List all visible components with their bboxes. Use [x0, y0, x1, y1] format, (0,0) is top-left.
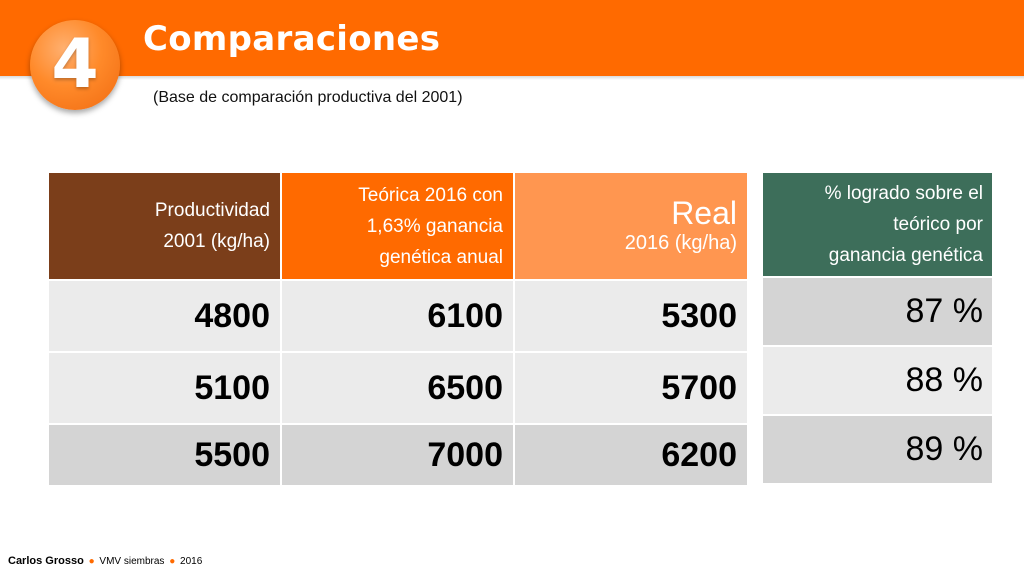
footer-dot-icon: ● [88, 556, 95, 567]
table-row: 5500 7000 6200 [49, 423, 747, 485]
cell-real: 5700 [514, 351, 747, 424]
cell-productividad: 5100 [49, 351, 282, 424]
page-subtitle: (Base de comparación productiva del 2001… [153, 89, 463, 106]
percent-row: 88 % [763, 345, 992, 415]
cell-percent: 87 % [763, 276, 992, 346]
footer-year: 2016 [180, 556, 203, 567]
percent-header-row: % logrado sobre el teórico por ganancia … [763, 173, 992, 277]
footer-dot-icon: ● [169, 556, 176, 567]
footer: Carlos Grosso ● VMV siembras ● 2016 [8, 555, 202, 567]
cell-productividad: 5500 [49, 423, 282, 485]
cell-teorica: 6100 [281, 279, 515, 352]
header-percent: % logrado sobre el teórico por ganancia … [763, 173, 992, 277]
footer-org: VMV siembras [99, 556, 165, 567]
footer-author: Carlos Grosso [8, 555, 84, 567]
table-row: 4800 6100 5300 [49, 279, 747, 352]
cell-productividad: 4800 [49, 279, 282, 352]
header-bar [0, 0, 1024, 80]
comparison-table: Productividad 2001 (kg/ha) Teórica 2016 … [49, 173, 747, 485]
header-productividad: Productividad 2001 (kg/ha) [49, 173, 282, 280]
percent-row: 87 % [763, 276, 992, 346]
cell-teorica: 6500 [281, 351, 515, 424]
section-number-badge: 4 [30, 20, 120, 110]
section-number: 4 [51, 25, 99, 104]
table-row: 5100 6500 5700 [49, 351, 747, 424]
percent-row: 89 % [763, 414, 992, 483]
cell-percent: 88 % [763, 345, 992, 415]
header-real: Real 2016 (kg/ha) [514, 173, 747, 280]
cell-real: 6200 [514, 423, 747, 485]
cell-percent: 89 % [763, 414, 992, 483]
cell-real: 5300 [514, 279, 747, 352]
percent-table: % logrado sobre el teórico por ganancia … [763, 173, 992, 483]
page-title: Comparaciones [143, 19, 441, 59]
header-teorica: Teórica 2016 con 1,63% ganancia genética… [281, 173, 515, 280]
table-header-row: Productividad 2001 (kg/ha) Teórica 2016 … [49, 173, 747, 280]
cell-teorica: 7000 [281, 423, 515, 485]
